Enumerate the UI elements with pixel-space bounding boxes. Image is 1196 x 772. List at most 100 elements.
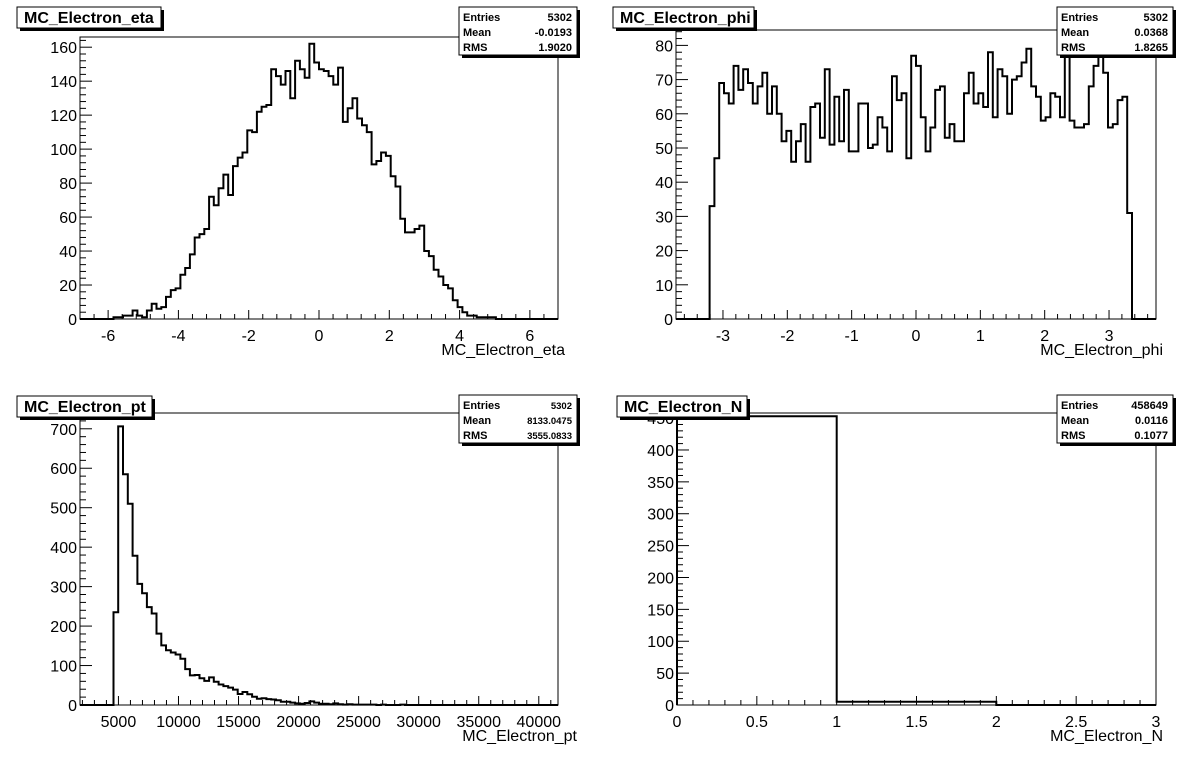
- stats-label-rms: RMS: [1061, 42, 1085, 54]
- stats-label-entries: Entries: [1061, 12, 1098, 24]
- stats-frame: [1056, 394, 1174, 444]
- histogram-title: MC_Electron_N: [616, 395, 750, 420]
- histogram-title: MC_Electron_eta: [16, 6, 164, 31]
- x-axis-label: MC_Electron_phi: [1040, 342, 1163, 359]
- histogram-panel-2: -3 -2 -1 0 1 2 301020304050607080MC_Electron_p…: [612, 6, 1176, 359]
- histogram-line: [676, 415, 1156, 706]
- y-tick-label: 120: [50, 108, 77, 125]
- y-tick-label: 250: [647, 539, 674, 556]
- stats-value-entries: 5302: [551, 401, 572, 412]
- title-box: [16, 395, 153, 418]
- x-tick-label: 0.5: [746, 714, 768, 731]
- y-tick-label: 20: [655, 244, 673, 261]
- histogram-line: [80, 425, 558, 706]
- y-tick-label: 0: [665, 698, 674, 715]
- stats-value-mean: 8133.0475: [527, 416, 573, 427]
- plot-frame: [79, 412, 559, 706]
- stats-label-mean: Mean: [463, 27, 491, 39]
- x-tick-label: 3: [1152, 714, 1161, 731]
- y-tick-label: 0: [664, 312, 673, 329]
- x-tick-label: 35000: [456, 714, 501, 731]
- x-tick-label: 3: [1105, 328, 1114, 345]
- x-tick-label: -6: [101, 328, 115, 345]
- stats-frame: [458, 6, 578, 56]
- y-tick-label: 80: [59, 176, 77, 193]
- histogram-title: MC_Electron_pt: [16, 395, 155, 420]
- y-tick-label: 700: [50, 422, 77, 439]
- y-tick-label: 80: [655, 38, 673, 55]
- x-axis-label: MC_Electron_eta: [441, 342, 565, 359]
- y-tick-label: 40: [59, 244, 77, 261]
- y-tick-label: 70: [655, 73, 673, 90]
- y-tick-label: 10: [655, 278, 673, 295]
- y-tick-label: 600: [50, 461, 77, 478]
- histogram-line: [80, 42, 558, 320]
- x-tick-label: 2: [992, 714, 1001, 731]
- stats-label-entries: Entries: [463, 12, 500, 24]
- y-tick-label: 60: [655, 107, 673, 124]
- x-tick-label: 2: [1040, 328, 1049, 345]
- stats-box: Entries 458649 Mean 0.0116 RMS 0.1077: [1056, 394, 1176, 446]
- histogram-title: MC_Electron_phi: [612, 6, 757, 31]
- y-tick-label: 100: [50, 142, 77, 159]
- stats-value-entries: 5302: [1144, 12, 1168, 24]
- histogram-panel-4: 00.511.522.53050100150200250300350400450…: [616, 394, 1176, 745]
- y-tick-label: 50: [655, 141, 673, 158]
- title-box: [616, 395, 748, 418]
- y-tick-label: 500: [50, 501, 77, 518]
- x-tick-label: 30000: [396, 714, 441, 731]
- y-tick-label: 40: [655, 175, 673, 192]
- stats-value-rms: 1.9020: [538, 42, 572, 54]
- y-tick-label: 400: [647, 443, 674, 460]
- x-tick-label: -2: [780, 328, 794, 345]
- stats-label-entries: Entries: [463, 400, 500, 412]
- stats-value-mean: 0.0116: [1135, 415, 1168, 427]
- x-tick-label: 0: [912, 328, 921, 345]
- y-tick-label: 160: [50, 40, 77, 57]
- y-tick-label: 50: [656, 666, 674, 683]
- stats-value-mean: -0.0193: [535, 27, 572, 39]
- x-tick-label: 4: [455, 328, 464, 345]
- plot-frame: [676, 412, 1157, 706]
- title-box: [16, 6, 162, 29]
- x-tick-label: 6: [525, 328, 534, 345]
- stats-frame: [458, 394, 578, 444]
- title-text: MC_Electron_N: [624, 399, 742, 416]
- x-axis-label: MC_Electron_N: [1050, 728, 1163, 745]
- y-tick-label: 140: [50, 74, 77, 91]
- y-tick-label: 100: [50, 659, 77, 676]
- y-tick-label: 100: [647, 634, 674, 651]
- x-tick-label: -1: [845, 328, 859, 345]
- stats-box: Entries 5302 Mean 0.0368 RMS 1.8265: [1056, 6, 1176, 58]
- histogram-panel-1: -6 -4 -2 0 2 4 6020406080100120140160MC_Electr…: [16, 6, 580, 359]
- x-tick-label: 0: [315, 328, 324, 345]
- x-tick-label: 15000: [216, 714, 261, 731]
- y-tick-label: 60: [59, 210, 77, 227]
- stats-label-rms: RMS: [1061, 430, 1085, 442]
- title-text: MC_Electron_phi: [620, 10, 751, 27]
- stats-value-rms: 3555.0833: [527, 431, 572, 442]
- x-tick-label: 40000: [517, 714, 562, 731]
- x-tick-label: -3: [716, 328, 730, 345]
- stats-box: Entries 5302 Mean 8133.0475 RMS 3555.0833: [458, 394, 580, 446]
- stats-box: Entries 5302 Mean -0.0193 RMS 1.9020: [458, 6, 580, 58]
- x-tick-label: 0: [673, 714, 682, 731]
- histogram-panel-3: 5000 10000 15000 20000 25000 30000 35000 40000 0…: [16, 394, 580, 745]
- stats-label-rms: RMS: [463, 42, 487, 54]
- stats-label-rms: RMS: [463, 430, 487, 442]
- y-tick-label: 20: [59, 278, 77, 295]
- title-text: MC_Electron_pt: [24, 399, 146, 416]
- x-tick-label: 5000: [101, 714, 137, 731]
- x-tick-label: 10000: [156, 714, 201, 731]
- y-tick-label: 30: [655, 209, 673, 226]
- y-tick-label: 0: [68, 312, 77, 329]
- stats-label-mean: Mean: [463, 415, 491, 427]
- stats-label-entries: Entries: [1061, 400, 1098, 412]
- histogram-line: [676, 47, 1156, 320]
- x-tick-label: 1.5: [905, 714, 927, 731]
- y-tick-label: 150: [647, 602, 674, 619]
- x-tick-label: 25000: [336, 714, 381, 731]
- stats-value-rms: 0.1077: [1134, 430, 1168, 442]
- y-tick-label: 200: [50, 619, 77, 636]
